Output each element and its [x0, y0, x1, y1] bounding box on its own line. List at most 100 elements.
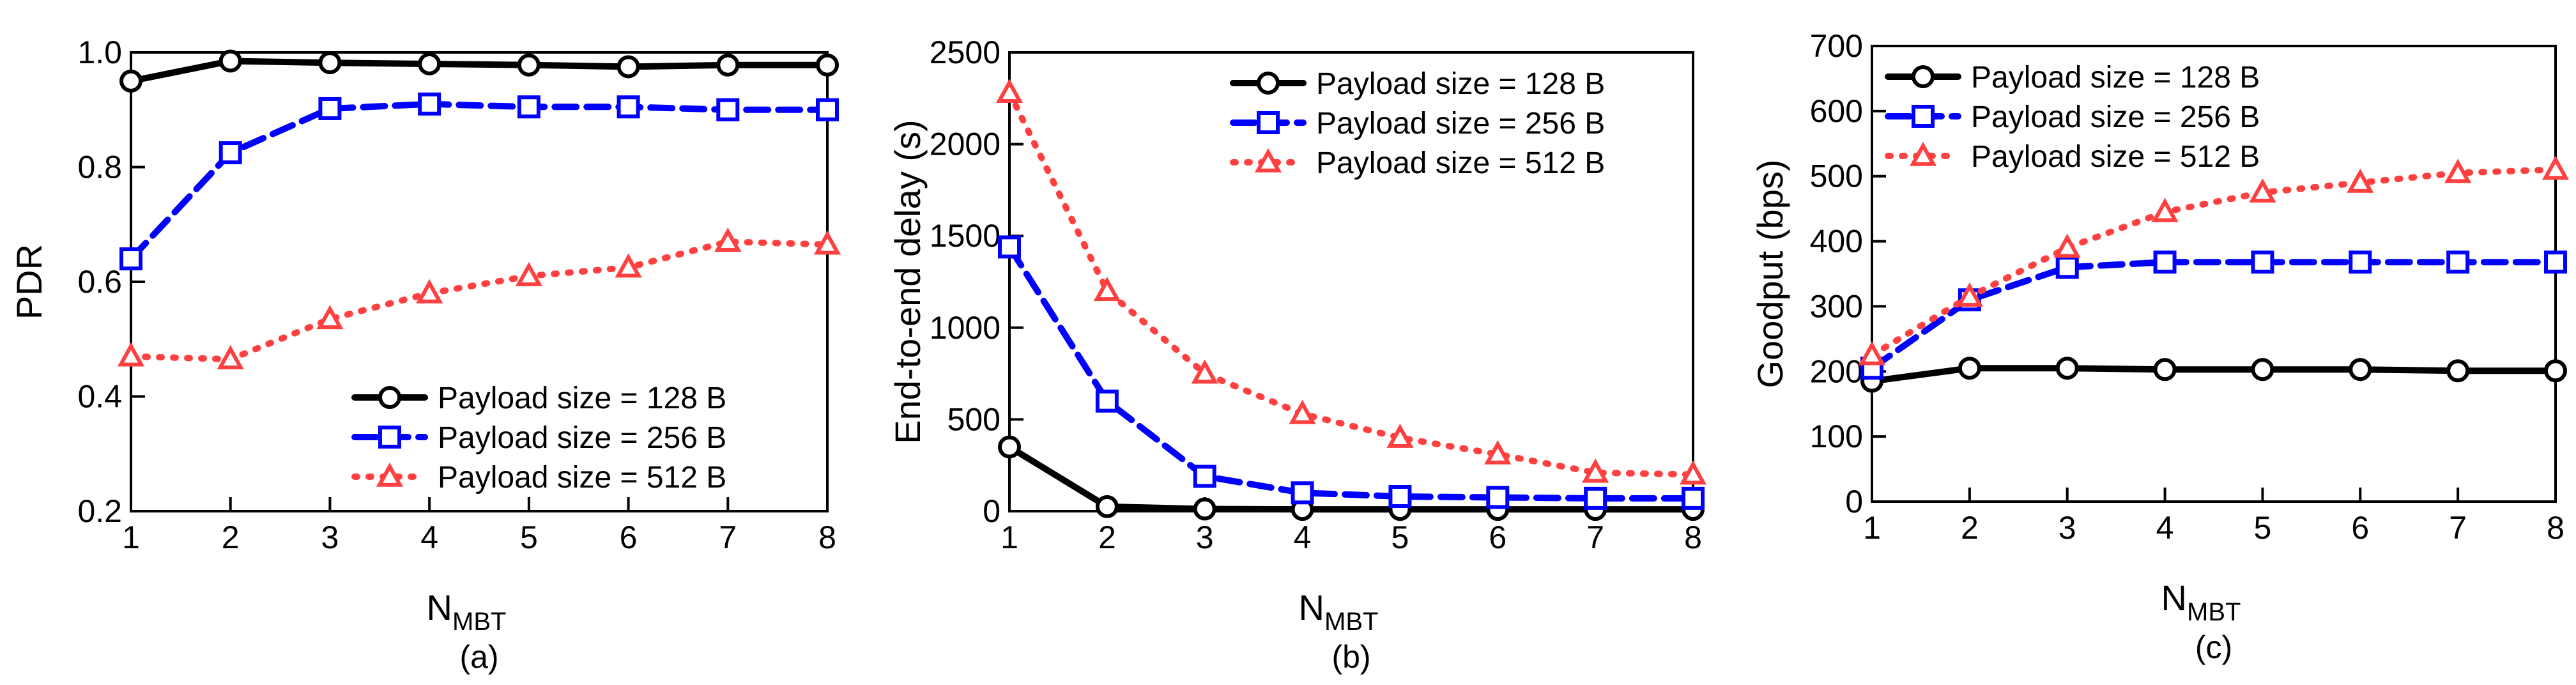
series-line: [1869, 365, 2559, 385]
series-line: [1006, 89, 1696, 478]
data-point: [1093, 277, 1121, 302]
y-axis-title: PDR: [9, 244, 49, 319]
y-axis-title: Goodput (bps): [1750, 160, 1790, 389]
x-axis-title-main: N: [2161, 578, 2187, 618]
data-point: [2349, 250, 2372, 274]
x-tick-label: 4: [1294, 520, 1312, 555]
legend-marker: [1912, 65, 1935, 88]
data-point: [1486, 486, 1510, 509]
x-tick-label: 4: [2156, 510, 2174, 546]
y-tick-label: 1000: [930, 310, 1000, 346]
x-tick-label: 8: [818, 520, 836, 555]
data-point: [2544, 250, 2567, 274]
series-3: [1858, 155, 2570, 366]
x-tick-label: 1: [122, 520, 140, 555]
y-tick-label: 600: [1810, 93, 1863, 129]
x-axis-title-subscript: MBT: [1324, 608, 1378, 636]
data-point: [1582, 458, 1609, 483]
data-point: [2446, 250, 2470, 274]
data-point: [2251, 358, 2274, 381]
x-tick-label: 2: [1961, 510, 1979, 546]
data-point: [517, 53, 540, 77]
data-point: [2251, 250, 2274, 274]
data-point: [1386, 423, 1414, 448]
data-point: [995, 79, 1023, 103]
data-point: [119, 247, 142, 271]
x-tick-label: 5: [520, 520, 538, 555]
legend-label: Payload size = 256 B: [1971, 100, 2260, 134]
legend-marker: [376, 462, 404, 487]
x-tick-label: 7: [719, 520, 737, 555]
x-tick-label: 3: [2058, 510, 2076, 546]
panel-label: (a): [459, 639, 498, 675]
x-tick-label: 3: [1196, 520, 1214, 555]
x-tick-label: 1: [1000, 520, 1018, 555]
data-point: [998, 435, 1021, 459]
panel-label: (c): [2195, 629, 2232, 665]
data-point: [418, 52, 441, 75]
data-point: [318, 51, 342, 75]
data-point: [1956, 282, 1983, 307]
legend-label: Payload size = 512 B: [438, 461, 726, 495]
series-line: [1006, 243, 1696, 502]
data-point: [816, 98, 839, 121]
legend-label: Payload size = 512 B: [1316, 146, 1605, 180]
x-tick-label: 6: [2351, 510, 2369, 546]
y-tick-label: 0.4: [77, 379, 122, 415]
legend-marker: [1254, 148, 1282, 173]
y-tick-label: 300: [1810, 288, 1863, 324]
chart-panel-3: 0 100 200 300 400 500 600 700 1 2 3 4 5 6 7 8 Goodput (b…: [1750, 28, 2570, 665]
data-point: [1958, 357, 1981, 380]
x-tick-label: 2: [222, 520, 240, 555]
legend-marker: [1257, 111, 1280, 134]
data-point: [1191, 359, 1218, 384]
data-point: [416, 279, 443, 304]
legend-marker: [378, 386, 401, 409]
y-tick-label: 0: [983, 493, 1000, 529]
x-tick-label: 8: [2547, 510, 2564, 546]
legend: Payload size = 128 B Payload size = 256 B…: [1230, 67, 1605, 180]
series-2: [119, 92, 839, 271]
data-point: [714, 227, 742, 252]
series-line: [128, 100, 831, 263]
data-point: [816, 53, 839, 77]
x-tick-label: 4: [420, 520, 438, 555]
y-axis-title: End-to-end delay (s): [887, 119, 928, 443]
legend: Payload size = 128 B Payload size = 256 B…: [1885, 61, 2260, 174]
x-tick-label: 1: [1863, 510, 1881, 546]
legend-label: Payload size = 256 B: [1316, 107, 1605, 141]
data-point: [217, 344, 244, 369]
x-axis-title: NMBT: [427, 587, 507, 636]
x-axis-title: NMBT: [2161, 578, 2241, 626]
legend-label: Payload size = 128 B: [1316, 67, 1605, 101]
data-point: [2542, 155, 2570, 180]
legend-marker: [1909, 141, 1937, 166]
y-tick-label: 0.2: [77, 493, 122, 529]
series-1: [1860, 357, 2567, 393]
y-tick-label: 1500: [930, 218, 1000, 254]
x-tick-label: 5: [2254, 510, 2272, 546]
chart-panel-2: 0 500 1000 1500 2000 2500 1 2 3 4 5 6 7 8 End-to-end d…: [887, 35, 1707, 675]
data-point: [2349, 358, 2372, 381]
data-point: [813, 230, 841, 255]
series-1: [119, 49, 839, 93]
y-tick-label: 2000: [930, 127, 1000, 162]
data-point: [1388, 485, 1412, 509]
data-point: [117, 342, 145, 367]
data-point: [515, 261, 542, 286]
data-point: [1095, 495, 1119, 518]
y-tick-label: 200: [1810, 353, 1863, 389]
x-tick-label: 6: [1489, 520, 1506, 555]
series-3: [117, 227, 841, 369]
x-axis-title-subscript: MBT: [2187, 598, 2241, 626]
x-axis-title-subscript: MBT: [452, 608, 506, 636]
x-axis-title: NMBT: [1299, 587, 1379, 636]
data-point: [2151, 197, 2179, 222]
y-tick-label: 500: [1810, 158, 1863, 194]
x-tick-label: 2: [1098, 520, 1116, 555]
series-2: [998, 235, 1705, 510]
x-axis-title-main: N: [1299, 587, 1324, 627]
data-point: [1095, 389, 1119, 413]
x-tick-label: 6: [620, 520, 638, 555]
data-point: [119, 69, 142, 93]
